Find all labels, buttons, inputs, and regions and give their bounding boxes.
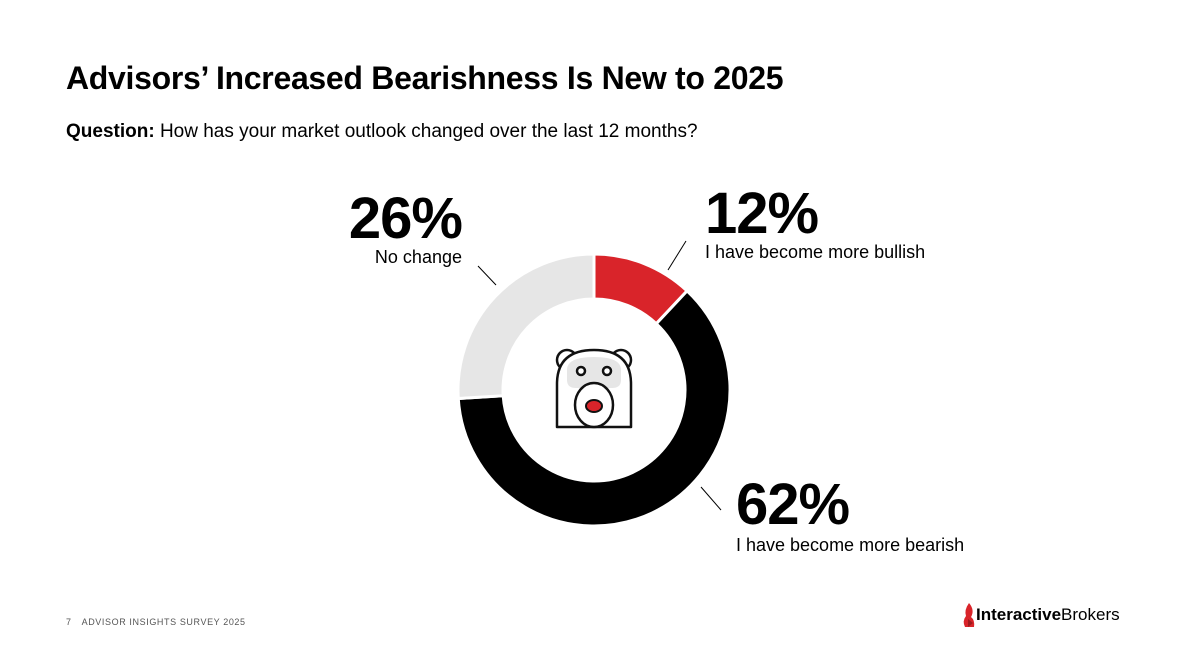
interactive-brokers-logo: InteractiveBrokers [962,603,1120,633]
leader-line-no-change [477,265,497,286]
page-title: Advisors’ Increased Bearishness Is New t… [66,60,784,96]
leader-line-bullish [667,240,687,271]
logo-text-bold: Interactive [976,605,1062,624]
question-text: How has your market outlook changed over… [159,121,698,142]
question-label: Question: [66,121,155,142]
data-label-bullish-percent: 12% [705,181,819,246]
logo-text-light: Brokers [1061,605,1120,624]
page-number: 7 [66,617,72,627]
bear-face-icon [555,348,633,429]
data-label-no-change-category: No change [374,247,462,267]
footer: 7 ADVISOR INSIGHTS SURVEY 2025 [66,617,246,627]
leader-line-bearish [700,486,722,511]
data-label-bearish-percent: 62% [736,472,850,537]
survey-name: ADVISOR INSIGHTS SURVEY 2025 [81,617,246,627]
donut-slices [456,252,732,528]
data-label-bullish-category: I have become more bullish [705,242,926,262]
data-label-bearish-category: I have become more bearish [736,535,965,555]
donut-slice-bearish [456,288,732,528]
brokers-flame-icon [963,603,975,627]
question-line: Question: How has your market outlook ch… [66,121,698,143]
donut-slice-no-change [456,252,596,401]
data-label-no-change-percent: 26% [348,186,463,251]
